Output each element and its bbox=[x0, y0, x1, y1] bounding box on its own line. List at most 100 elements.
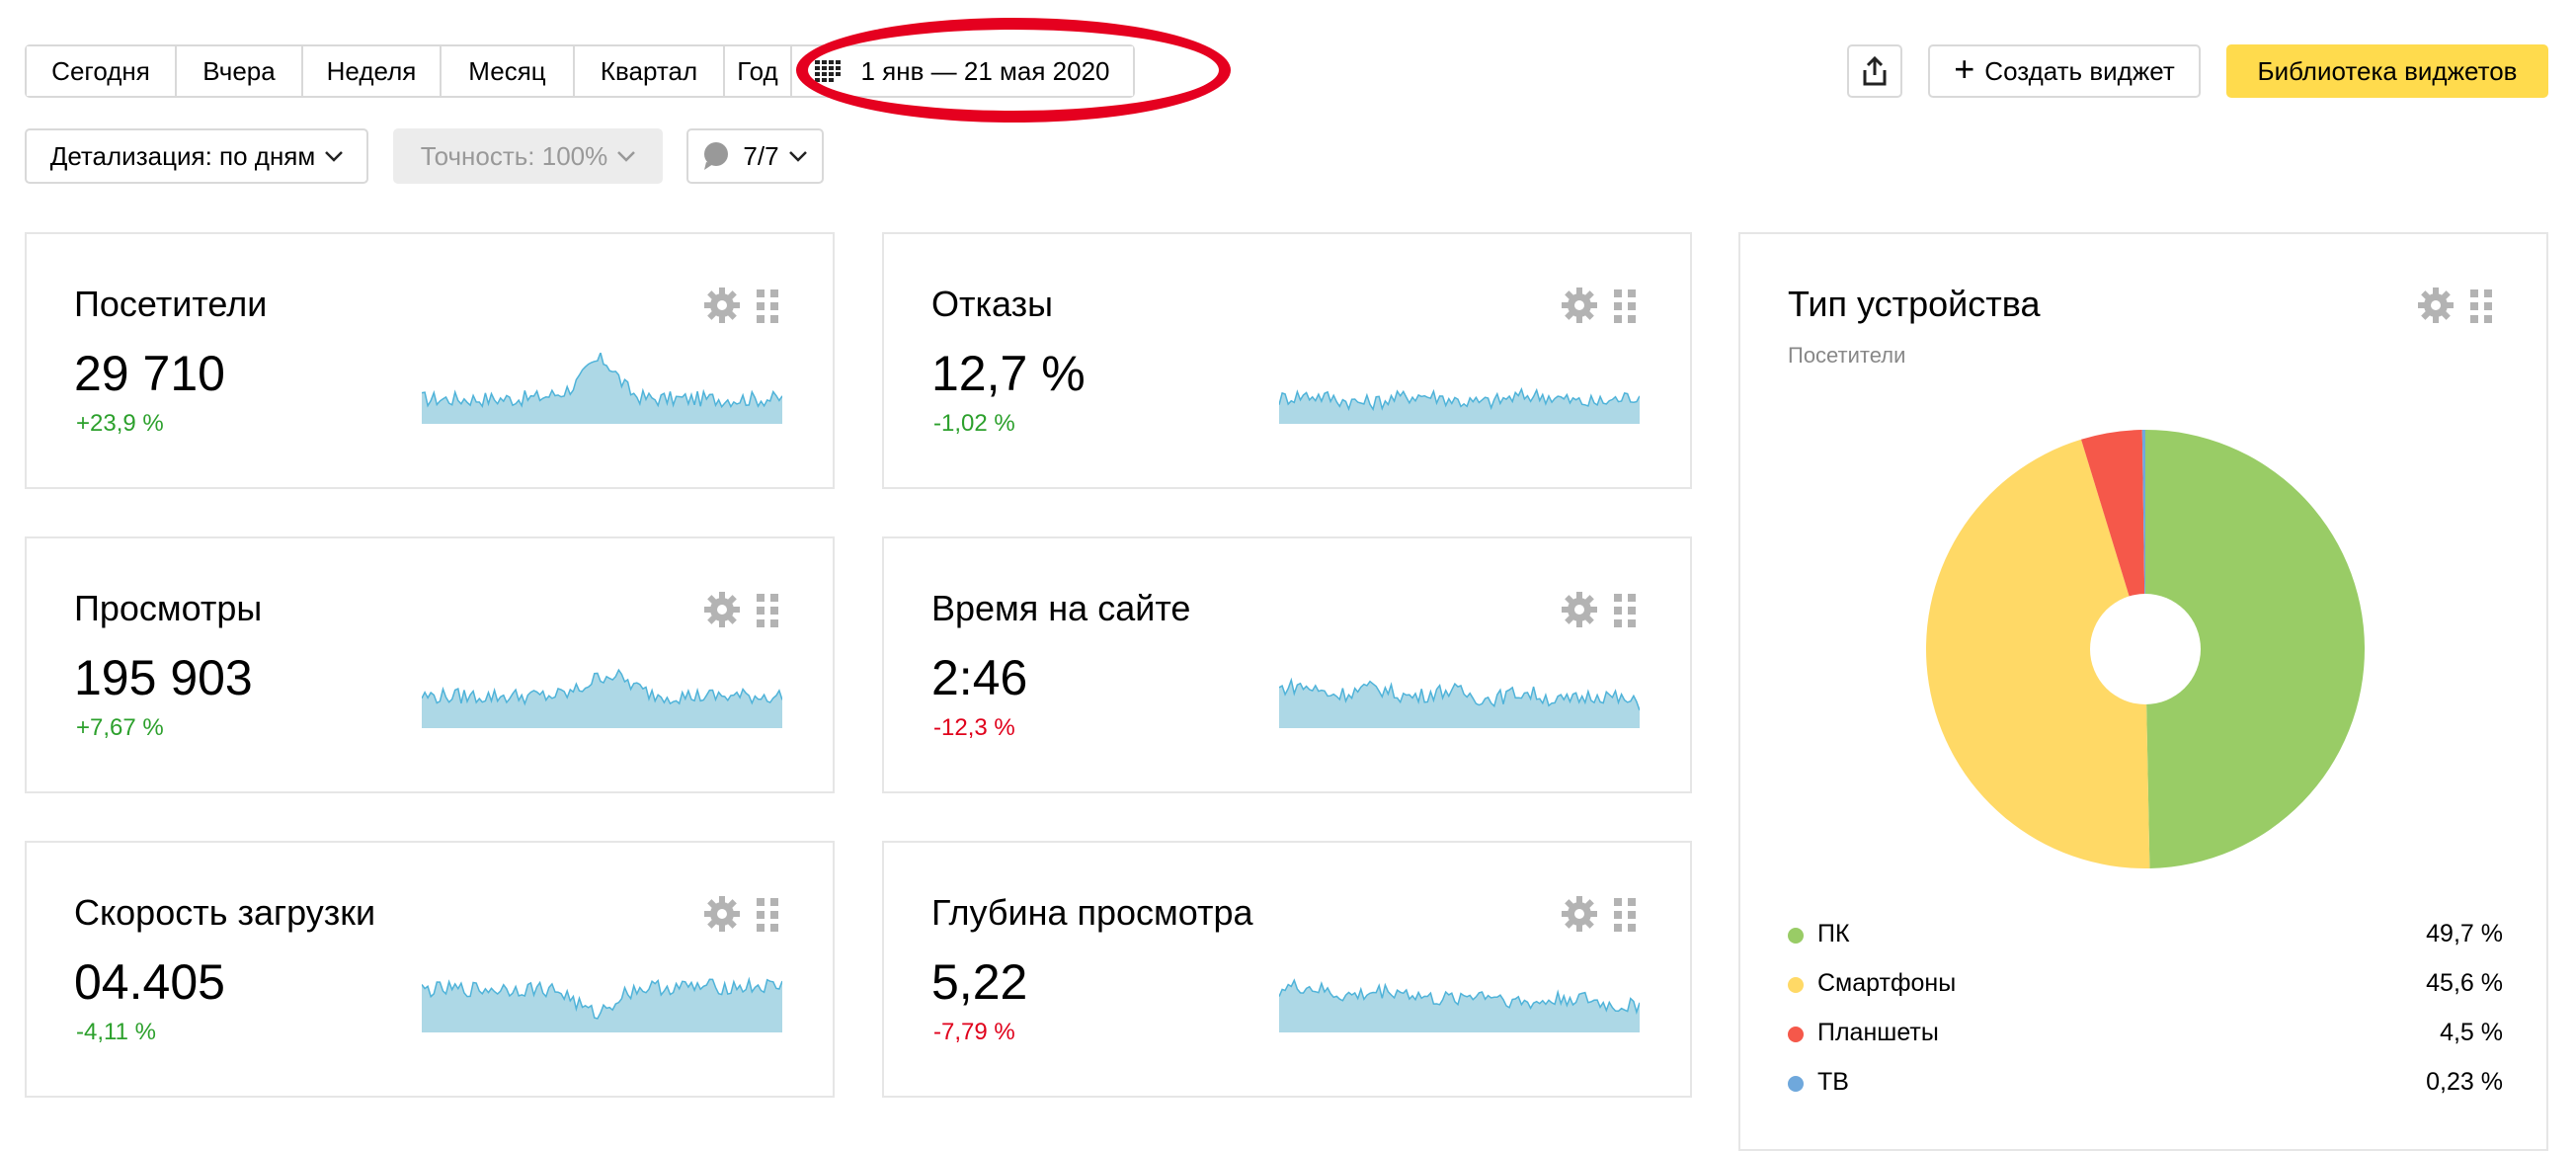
pie-slice-tablets[interactable] bbox=[2081, 430, 2145, 649]
widget-title: Скорость загрузки bbox=[74, 892, 376, 933]
sparkline-line bbox=[422, 353, 782, 409]
sparkline-chart bbox=[422, 668, 782, 728]
legend-value: 45,6 % bbox=[2426, 969, 2503, 997]
segments-dropdown[interactable]: 7/7 bbox=[686, 128, 824, 184]
widget-title: Посетители bbox=[74, 284, 268, 324]
chevron-down-icon bbox=[617, 151, 636, 162]
sparkline-line bbox=[422, 668, 782, 706]
pie-slice-pc[interactable] bbox=[2145, 430, 2365, 868]
widget-delta: +7,67 % bbox=[76, 714, 164, 741]
widget-title: Глубина просмотра bbox=[931, 892, 1253, 933]
widget-load-speed: Скорость загрузки 04.405 -4,11 % bbox=[25, 841, 835, 1098]
widget-title: Просмотры bbox=[74, 588, 263, 628]
legend-item[interactable]: Смартфоны 45,6 % bbox=[1788, 965, 2503, 1005]
widget-page-depth: Глубина просмотра 5,22 -7,79 % bbox=[882, 841, 1692, 1098]
legend-item[interactable]: ТВ 0,23 % bbox=[1788, 1064, 2503, 1104]
widget-title: Время на сайте bbox=[931, 588, 1191, 628]
sparkline-line bbox=[1279, 677, 1640, 711]
widget-delta: -4,11 % bbox=[76, 1019, 156, 1045]
gear-icon[interactable] bbox=[1560, 590, 1599, 629]
sparkline-area bbox=[1279, 388, 1640, 424]
widget-title: Отказы bbox=[931, 284, 1054, 324]
drag-handle-icon[interactable] bbox=[1613, 897, 1637, 933]
period-today-button[interactable]: Сегодня bbox=[27, 46, 177, 96]
widget-value: 04.405 bbox=[74, 954, 225, 1010]
widget-delta: +23,9 % bbox=[76, 410, 164, 437]
widget-value: 5,22 bbox=[931, 954, 1028, 1010]
sparkline-chart bbox=[1279, 978, 1640, 1032]
share-button[interactable] bbox=[1847, 44, 1902, 98]
drag-handle-icon[interactable] bbox=[756, 288, 779, 324]
device-pie-chart bbox=[1926, 430, 2365, 868]
device-widget-title: Тип устройства bbox=[1788, 284, 2041, 324]
gear-icon[interactable] bbox=[1560, 286, 1599, 325]
widget-delta: -12,3 % bbox=[933, 714, 1015, 741]
sparkline-line bbox=[1279, 978, 1640, 1016]
gear-icon[interactable] bbox=[702, 590, 742, 629]
legend-item[interactable]: ПК 49,7 % bbox=[1788, 916, 2503, 955]
chevron-down-icon bbox=[788, 151, 807, 162]
drag-handle-icon[interactable] bbox=[1613, 288, 1637, 324]
widget-value: 12,7 % bbox=[931, 346, 1086, 401]
drag-handle-icon[interactable] bbox=[756, 593, 779, 628]
device-widget-subtitle: Посетители bbox=[1788, 343, 1906, 368]
accuracy-dropdown[interactable]: Точность: 100% bbox=[393, 128, 663, 184]
legend-value: 0,23 % bbox=[2426, 1068, 2503, 1096]
gear-icon[interactable] bbox=[1560, 894, 1599, 934]
highlight-ellipse bbox=[796, 18, 1231, 123]
create-widget-label: Создать виджет bbox=[1984, 55, 2175, 86]
period-week-button[interactable]: Неделя bbox=[303, 46, 442, 96]
segments-label: 7/7 bbox=[743, 140, 779, 171]
period-quarter-button[interactable]: Квартал bbox=[575, 46, 725, 96]
widget-value: 195 903 bbox=[74, 650, 253, 705]
legend-dot-icon bbox=[1788, 977, 1804, 993]
widget-delta: -7,79 % bbox=[933, 1019, 1015, 1045]
widget-time-on-site: Время на сайте 2:46 -12,3 % bbox=[882, 536, 1692, 793]
sparkline-line bbox=[422, 976, 782, 1020]
legend-value: 4,5 % bbox=[2440, 1019, 2503, 1046]
device-type-widget: Тип устройства Посетители ПК 49,7 % Смар… bbox=[1738, 232, 2548, 1151]
gear-icon[interactable] bbox=[702, 894, 742, 934]
legend-item[interactable]: Планшеты 4,5 % bbox=[1788, 1015, 2503, 1054]
chevron-down-icon bbox=[325, 151, 344, 162]
sparkline-chart bbox=[422, 353, 782, 424]
legend-dot-icon bbox=[1788, 928, 1804, 944]
sparkline-area bbox=[422, 353, 782, 424]
sparkline-area bbox=[422, 979, 782, 1032]
share-icon bbox=[1863, 56, 1887, 86]
sparkline-area bbox=[1279, 680, 1640, 728]
sparkline-area bbox=[1279, 980, 1640, 1032]
detail-dropdown[interactable]: Детализация: по дням bbox=[25, 128, 368, 184]
sparkline-line bbox=[1279, 386, 1640, 412]
accuracy-label: Точность: 100% bbox=[420, 140, 608, 171]
widget-value: 29 710 bbox=[74, 346, 225, 401]
speech-bubble-icon bbox=[704, 142, 729, 170]
detail-label: Детализация: по дням bbox=[49, 140, 316, 171]
legend-dot-icon bbox=[1788, 1076, 1804, 1092]
sparkline-chart bbox=[422, 976, 782, 1032]
sparkline-area bbox=[422, 670, 782, 728]
widget-visitors: Посетители 29 710 +23,9 % bbox=[25, 232, 835, 489]
drag-handle-icon[interactable] bbox=[2469, 288, 2493, 324]
widget-value: 2:46 bbox=[931, 650, 1028, 705]
widget-delta: -1,02 % bbox=[933, 410, 1015, 437]
pie-slice-smartphones[interactable] bbox=[1926, 439, 2150, 868]
period-yesterday-button[interactable]: Вчера bbox=[177, 46, 303, 96]
period-month-button[interactable]: Месяц bbox=[442, 46, 575, 96]
legend-dot-icon bbox=[1788, 1027, 1804, 1042]
gear-icon[interactable] bbox=[2416, 286, 2455, 325]
sparkline-chart bbox=[1279, 677, 1640, 728]
gear-icon[interactable] bbox=[702, 286, 742, 325]
period-year-button[interactable]: Год bbox=[725, 46, 792, 96]
legend-label: Планшеты bbox=[1817, 1019, 1939, 1046]
widget-bounces: Отказы 12,7 % -1,02 % bbox=[882, 232, 1692, 489]
drag-handle-icon[interactable] bbox=[756, 897, 779, 933]
widget-library-button[interactable]: Библиотека виджетов bbox=[2226, 44, 2548, 98]
legend-label: ПК bbox=[1817, 920, 1850, 947]
legend-label: ТВ bbox=[1817, 1068, 1849, 1096]
widget-pageviews: Просмотры 195 903 +7,67 % bbox=[25, 536, 835, 793]
drag-handle-icon[interactable] bbox=[1613, 593, 1637, 628]
plus-icon: + bbox=[1954, 48, 1975, 89]
create-widget-button[interactable]: + Создать виджет bbox=[1928, 44, 2201, 98]
legend-label: Смартфоны bbox=[1817, 969, 1957, 997]
